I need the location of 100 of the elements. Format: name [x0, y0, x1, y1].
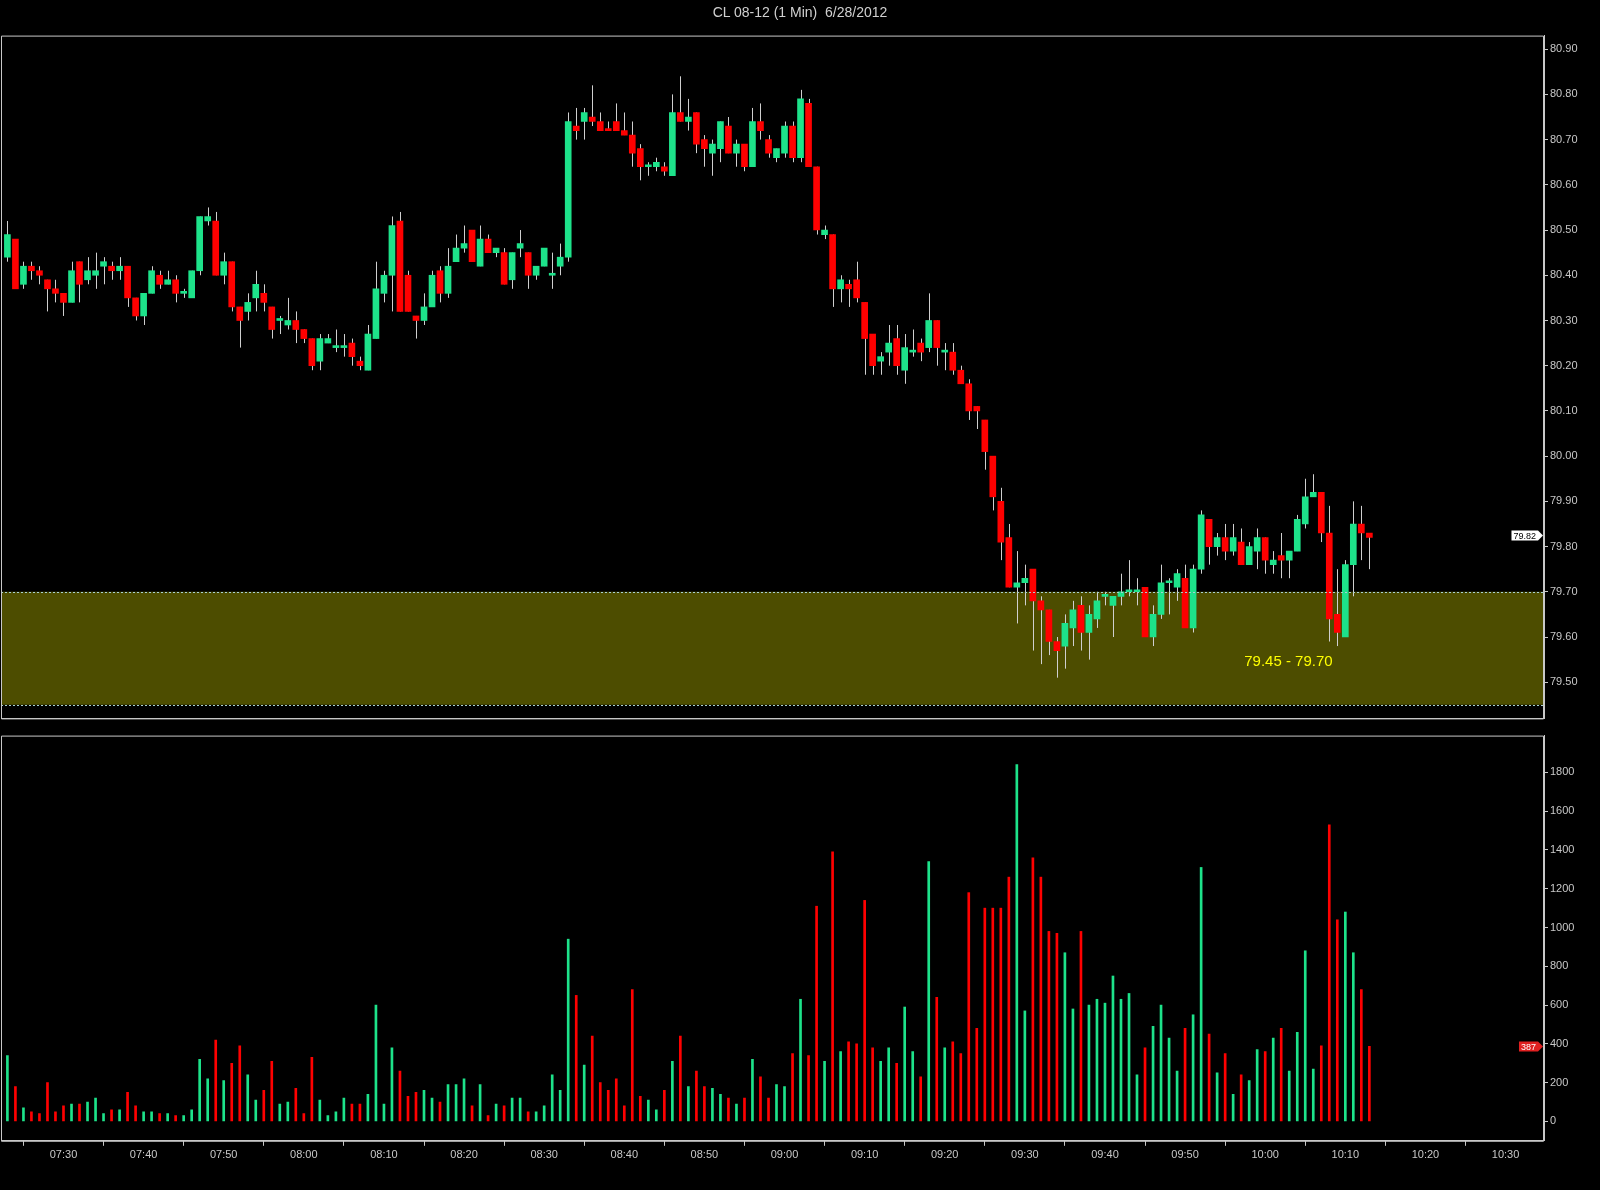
- candlestick: [76, 261, 83, 303]
- candlestick: [741, 143, 748, 172]
- x-tick-label: 09:20: [930, 1148, 959, 1161]
- bar: [46, 1082, 49, 1122]
- bar: [647, 1099, 650, 1122]
- bar: [182, 1115, 185, 1122]
- y-tick-label: 1000: [1550, 920, 1575, 933]
- candlestick: [436, 265, 444, 303]
- bar: [783, 1086, 786, 1122]
- y-tick-label: 1600: [1550, 804, 1575, 817]
- y-tick-label: 0: [1550, 1114, 1557, 1127]
- x-tick-label: 07:40: [129, 1148, 158, 1161]
- y-tick-label: 79.70: [1550, 584, 1578, 597]
- bar: [214, 1039, 218, 1122]
- bar: [222, 1080, 226, 1122]
- bar: [679, 1035, 682, 1122]
- candlestick: [380, 270, 388, 303]
- bar: [582, 1064, 586, 1122]
- candlestick: [236, 306, 244, 349]
- bar: [703, 1086, 706, 1122]
- bar: [86, 1101, 89, 1122]
- candlestick: [20, 261, 27, 290]
- candlestick: [677, 75, 684, 123]
- candlestick: [252, 270, 260, 312]
- bar: [550, 1074, 554, 1122]
- candlestick: [685, 98, 692, 132]
- x-tick-label: 10:00: [1251, 1148, 1279, 1161]
- bar: [879, 1060, 882, 1122]
- y-tick-label: 200: [1550, 1075, 1569, 1088]
- bar: [566, 938, 570, 1122]
- candlestick: [837, 274, 844, 303]
- y-tick-label: 80.00: [1550, 449, 1578, 462]
- bar: [951, 1041, 955, 1122]
- bar: [286, 1101, 290, 1122]
- y-tick-label: 400: [1550, 1036, 1569, 1049]
- y-tick-label: 80.90: [1550, 42, 1578, 55]
- bar: [839, 1051, 842, 1122]
- chart-title: CL 08-12 (1 Min) 6/28/2012: [711, 3, 889, 22]
- bar: [935, 997, 939, 1122]
- candlestick: [332, 329, 340, 353]
- x-tick-label: 10:30: [1491, 1148, 1520, 1161]
- bar: [1295, 1031, 1299, 1122]
- x-tick-label: 08:40: [610, 1148, 639, 1161]
- bar: [775, 1084, 778, 1122]
- bar: [791, 1053, 794, 1122]
- bar: [1360, 989, 1363, 1122]
- x-tick-label: 08:10: [370, 1148, 398, 1161]
- bar: [630, 989, 634, 1122]
- bar: [606, 1090, 610, 1122]
- candlestick: [116, 256, 123, 281]
- candlestick: [540, 247, 548, 267]
- bar: [1279, 1028, 1283, 1122]
- bar: [799, 998, 802, 1122]
- y-tick-label: 800: [1550, 959, 1569, 972]
- candlestick: [1213, 532, 1221, 557]
- candlestick: [757, 102, 764, 141]
- bar: [278, 1103, 282, 1122]
- bar: [1351, 952, 1355, 1122]
- y-tick-label: 600: [1550, 998, 1569, 1011]
- bar: [598, 1082, 602, 1122]
- y-tick-label: 80.80: [1550, 87, 1578, 100]
- bar: [919, 1076, 923, 1122]
- bar: [887, 1047, 891, 1122]
- bar: [158, 1113, 161, 1122]
- x-tick-label: 09:00: [770, 1148, 799, 1161]
- candlestick: [1285, 550, 1293, 579]
- bar: [166, 1113, 169, 1122]
- candlestick: [524, 252, 532, 290]
- bar: [134, 1105, 137, 1122]
- bar: [654, 1109, 658, 1122]
- y-tick-label: 1800: [1550, 765, 1575, 778]
- bar: [30, 1111, 33, 1122]
- candlestick: [1109, 595, 1117, 638]
- y-tick-label: 79.60: [1550, 630, 1578, 643]
- bar: [622, 1105, 626, 1122]
- x-tick-label: 07:30: [49, 1148, 78, 1161]
- candlestick: [268, 306, 276, 340]
- candlestick: [1261, 537, 1269, 575]
- bar: [14, 1086, 17, 1122]
- bar: [711, 1088, 714, 1122]
- candlestick: [172, 274, 179, 303]
- bar: [574, 995, 578, 1122]
- bar: [142, 1111, 145, 1122]
- bar: [871, 1047, 874, 1122]
- bar: [78, 1103, 81, 1122]
- bar: [1327, 824, 1331, 1122]
- bar: [695, 1070, 698, 1122]
- bar: [975, 1028, 979, 1122]
- x-tick-label: 09:50: [1171, 1148, 1199, 1161]
- candlestick: [877, 351, 884, 376]
- bar: [270, 1060, 274, 1122]
- candlestick: [244, 292, 252, 321]
- candlestick: [316, 333, 324, 371]
- bar: [1335, 919, 1339, 1122]
- candlestick: [765, 134, 772, 159]
- bar: [719, 1093, 722, 1122]
- candlestick: [1133, 577, 1141, 606]
- bar: [590, 1035, 594, 1122]
- candlestick: [1053, 636, 1061, 679]
- bar: [727, 1097, 730, 1122]
